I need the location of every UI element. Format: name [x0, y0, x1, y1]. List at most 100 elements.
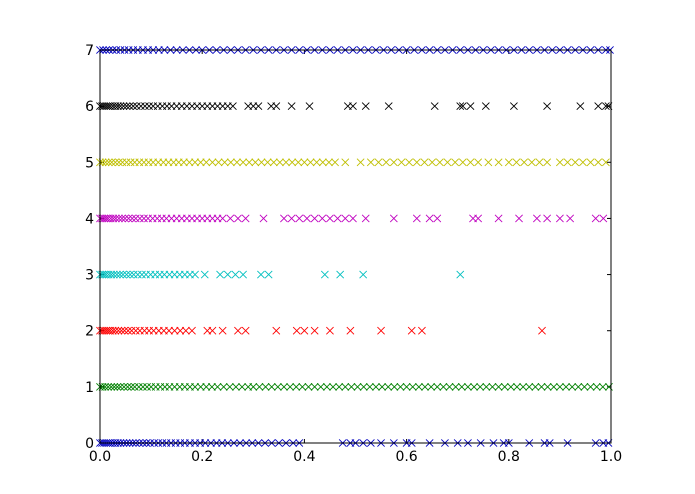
- x-marker-point: [122, 102, 131, 111]
- x-marker-point: [306, 158, 315, 167]
- x-marker-point: [325, 158, 333, 167]
- x-marker-point: [131, 326, 140, 335]
- x-marker-point: [458, 102, 467, 111]
- x-marker-point: [126, 270, 135, 279]
- x-marker-point: [543, 102, 552, 111]
- x-marker-point: [384, 382, 393, 391]
- x-marker-point: [111, 214, 120, 223]
- x-marker-point: [113, 382, 122, 391]
- x-marker-point: [139, 382, 147, 391]
- x-marker-point: [543, 214, 552, 223]
- x-marker-point: [188, 326, 196, 335]
- x-marker-point: [181, 326, 190, 335]
- y-tick-label: 2: [85, 324, 94, 340]
- x-marker-point: [127, 382, 136, 391]
- x-marker-point: [407, 326, 416, 335]
- x-marker-point: [359, 270, 368, 279]
- x-marker-point: [110, 382, 119, 391]
- x-marker-point: [200, 270, 209, 279]
- x-marker-point: [535, 158, 544, 167]
- tick-labels: 0.0 0.2 0.4 0.6 0.8 1.0 0 1 2 3 4 5 6 7: [85, 43, 622, 465]
- x-marker-point: [458, 158, 467, 167]
- x-marker-point: [254, 102, 263, 111]
- x-marker-point: [122, 158, 131, 167]
- x-marker-point: [100, 326, 109, 335]
- x-marker-point: [457, 382, 466, 391]
- x-marker-point: [336, 270, 345, 279]
- x-marker-point: [196, 382, 205, 391]
- x-marker-point: [555, 382, 564, 391]
- x-marker-point: [519, 382, 528, 391]
- x-marker-point: [239, 158, 247, 167]
- y-tick-label: 0: [85, 436, 94, 452]
- x-marker-point: [225, 382, 234, 391]
- x-marker-point: [390, 382, 399, 391]
- x-marker-point: [118, 158, 127, 167]
- x-marker-point: [586, 382, 595, 391]
- x-marker-point: [118, 214, 126, 223]
- x-marker-point: [294, 158, 303, 167]
- series-row-4: [96, 214, 608, 223]
- x-marker-point: [310, 326, 319, 335]
- x-marker-point: [109, 214, 118, 223]
- x-marker-point: [318, 214, 327, 223]
- x-marker-point: [101, 382, 110, 391]
- x-marker-point: [500, 382, 509, 391]
- x-marker-point: [397, 158, 406, 167]
- x-marker-point: [474, 158, 483, 167]
- x-marker-point: [292, 326, 301, 335]
- x-marker-point: [112, 270, 121, 279]
- x-marker-point: [335, 382, 344, 391]
- x-marker-point: [218, 214, 227, 223]
- x-marker-point: [562, 382, 570, 391]
- x-marker-point: [347, 382, 356, 391]
- x-marker-point: [329, 382, 337, 391]
- x-marker-point: [598, 382, 607, 391]
- x-marker-point: [231, 270, 240, 279]
- x-marker-point: [196, 158, 205, 167]
- x-marker-point: [272, 326, 281, 335]
- x-marker-point: [141, 102, 149, 111]
- x-marker-point: [382, 158, 391, 167]
- x-marker-point: [488, 382, 497, 391]
- x-marker-point: [129, 102, 138, 111]
- x-marker-point: [109, 270, 118, 279]
- series-row-2: [96, 326, 546, 335]
- x-marker-point: [272, 102, 281, 111]
- x-tick-label: 0.8: [498, 449, 520, 465]
- x-marker-point: [481, 102, 490, 111]
- x-marker-point: [300, 158, 309, 167]
- x-marker-point: [251, 158, 260, 167]
- x-marker-point: [494, 214, 503, 223]
- x-marker-point: [346, 326, 355, 335]
- x-marker-point: [107, 270, 116, 279]
- x-marker-point: [185, 158, 194, 167]
- x-marker-point: [257, 158, 266, 167]
- x-marker-point: [341, 382, 350, 391]
- x-marker-point: [333, 214, 342, 223]
- x-marker-point: [288, 158, 297, 167]
- x-marker-point: [114, 158, 123, 167]
- x-marker-point: [127, 326, 136, 335]
- x-marker-point: [128, 214, 137, 223]
- x-marker-point: [119, 102, 128, 111]
- x-marker-point: [586, 158, 595, 167]
- x-marker-point: [219, 382, 228, 391]
- x-marker-point: [538, 326, 546, 335]
- x-marker-point: [372, 382, 380, 391]
- x-marker-point: [318, 158, 327, 167]
- x-marker-point: [599, 214, 608, 223]
- x-marker-point: [226, 158, 235, 167]
- x-tick-label: 0.2: [191, 449, 213, 465]
- x-marker-point: [134, 382, 143, 391]
- x-marker-point: [430, 102, 439, 111]
- x-marker-point: [365, 382, 374, 391]
- x-marker-point: [537, 382, 546, 391]
- y-tick-label: 7: [85, 43, 94, 59]
- x-marker-point: [120, 326, 129, 335]
- x-tick-label: 1.0: [600, 449, 622, 465]
- x-marker-point: [130, 382, 139, 391]
- x-marker-point: [135, 214, 144, 223]
- x-tick-label: 0.4: [293, 449, 315, 465]
- x-marker-point: [555, 158, 564, 167]
